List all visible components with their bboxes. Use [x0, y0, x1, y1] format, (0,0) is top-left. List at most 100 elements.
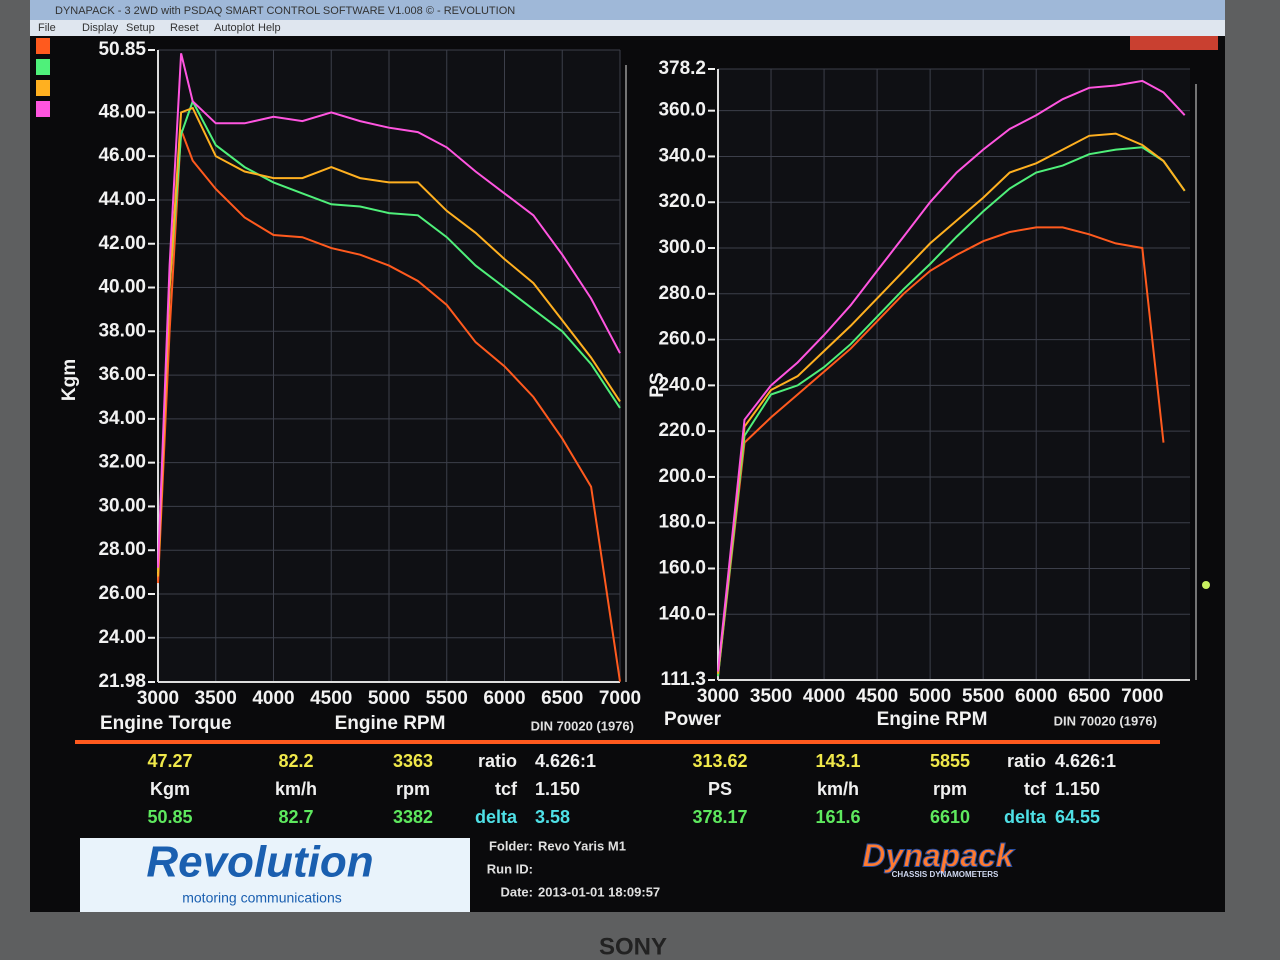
x-tick-label: 4500 — [856, 686, 898, 707]
y-tick-label: 340.0 — [658, 145, 706, 166]
x-tick-label: 5500 — [962, 686, 1004, 707]
readout: Kgm — [150, 779, 190, 799]
revolution-logo — [80, 838, 470, 912]
y-tick-label: 378.2 — [658, 58, 706, 79]
menu-item[interactable]: Setup — [126, 22, 155, 34]
x-tick-label: 6000 — [1015, 686, 1057, 707]
y-tick-label: 40.00 — [98, 277, 146, 298]
x-tick-label: 4000 — [252, 688, 294, 709]
logo-subtext: motoring communications — [182, 890, 342, 906]
y-tick-label: 21.98 — [98, 671, 146, 692]
y-tick-label: 38.00 — [98, 320, 146, 341]
y-tick-label: 200.0 — [658, 466, 706, 487]
y-tick-label: 32.00 — [98, 452, 146, 473]
date-label: Date: — [500, 884, 533, 899]
x-tick-label: 5500 — [426, 688, 468, 709]
y-tick-label: 160.0 — [658, 558, 706, 579]
x-tick-label: 6500 — [541, 688, 583, 709]
readout: 3382 — [393, 807, 433, 827]
readout: 1.150 — [535, 779, 580, 799]
menu-item[interactable]: Autoplot — [214, 22, 254, 34]
readout: 50.85 — [147, 807, 192, 827]
chart-subtitle: DIN 70020 (1976) — [1054, 713, 1157, 728]
readout: ratio — [478, 751, 517, 771]
y-axis-label: Kgm — [59, 359, 80, 401]
y-tick-label: 180.0 — [658, 512, 706, 533]
power-led — [1202, 581, 1210, 589]
y-tick-label: 26.00 — [98, 583, 146, 604]
y-tick-label: 42.00 — [98, 233, 146, 254]
menu-item[interactable]: Help — [258, 22, 281, 34]
folder-label: Folder: — [489, 838, 533, 853]
legend-swatch — [36, 80, 50, 96]
x-tick-label: 5000 — [368, 688, 410, 709]
run-label: Run ID: — [487, 861, 533, 876]
menu-bar — [30, 20, 1225, 36]
menu-item[interactable]: Display — [82, 22, 119, 34]
y-tick-label: 260.0 — [658, 329, 706, 350]
title-bar — [30, 0, 1225, 20]
readout: 82.7 — [278, 807, 313, 827]
readout: 1.150 — [1055, 779, 1100, 799]
y-tick-label: 36.00 — [98, 364, 146, 385]
x-axis-label: Engine RPM — [877, 709, 988, 730]
chart-title: Engine Torque — [100, 713, 232, 734]
data-line — [157, 129, 621, 682]
readout: rpm — [933, 779, 967, 799]
legend-swatch — [36, 38, 50, 54]
x-tick-label: 6500 — [1068, 686, 1110, 707]
y-tick-label: 320.0 — [658, 191, 706, 212]
x-tick-label: 3000 — [137, 688, 179, 709]
x-tick-label: 3500 — [195, 688, 237, 709]
monitor-brand: SONY — [599, 933, 667, 960]
data-line — [717, 132, 1186, 674]
readout: 3363 — [393, 751, 433, 771]
x-tick-label: 5000 — [909, 686, 951, 707]
readout: 64.55 — [1055, 807, 1100, 827]
readout: 6610 — [930, 807, 970, 827]
menu-item[interactable]: File — [38, 22, 56, 34]
y-tick-label: 24.00 — [98, 627, 146, 648]
chart-title: Power — [664, 709, 722, 730]
brand-logo: Dynapack — [862, 837, 1015, 873]
readout: rpm — [396, 779, 430, 799]
window-controls[interactable] — [1130, 36, 1218, 50]
readout: km/h — [275, 779, 317, 799]
x-tick-label: 3000 — [697, 686, 739, 707]
readout: 47.27 — [147, 751, 192, 771]
y-tick-label: 240.0 — [658, 374, 706, 395]
menu-item[interactable]: Reset — [170, 22, 199, 34]
chart-subtitle: DIN 70020 (1976) — [531, 718, 634, 733]
legend-swatch — [36, 101, 50, 117]
x-tick-label: 4000 — [803, 686, 845, 707]
y-tick-label: 44.00 — [98, 189, 146, 210]
x-tick-label: 7000 — [1121, 686, 1163, 707]
logo-text: Revolution — [146, 838, 373, 887]
data-line — [717, 79, 1186, 672]
readout: tcf — [495, 779, 518, 799]
readout: 313.62 — [692, 751, 747, 771]
data-line — [717, 146, 1186, 677]
y-tick-label: 280.0 — [658, 283, 706, 304]
folder-value: Revo Yaris M1 — [538, 838, 626, 853]
x-tick-label: 4500 — [310, 688, 352, 709]
readout: delta — [475, 807, 518, 827]
readout: 4.626:1 — [1055, 751, 1116, 771]
plot-area — [718, 69, 1190, 680]
data-line — [157, 53, 621, 568]
y-tick-label: 28.00 — [98, 539, 146, 560]
readout: 378.17 — [692, 807, 747, 827]
readout: 82.2 — [278, 751, 313, 771]
y-tick-label: 140.0 — [658, 603, 706, 624]
data-line — [717, 226, 1165, 677]
window-title: DYNAPACK - 3 2WD with PSDAQ SMART CONTRO… — [55, 5, 515, 17]
readout: 4.626:1 — [535, 751, 596, 771]
y-tick-label: 50.85 — [98, 39, 146, 60]
x-tick-label: 3500 — [750, 686, 792, 707]
y-tick-label: 111.3 — [661, 669, 706, 690]
readout: 161.6 — [815, 807, 860, 827]
readout: 143.1 — [815, 751, 860, 771]
brand-subtext: CHASSIS DYNAMOMETERS — [892, 870, 999, 879]
y-tick-label: 220.0 — [658, 420, 706, 441]
